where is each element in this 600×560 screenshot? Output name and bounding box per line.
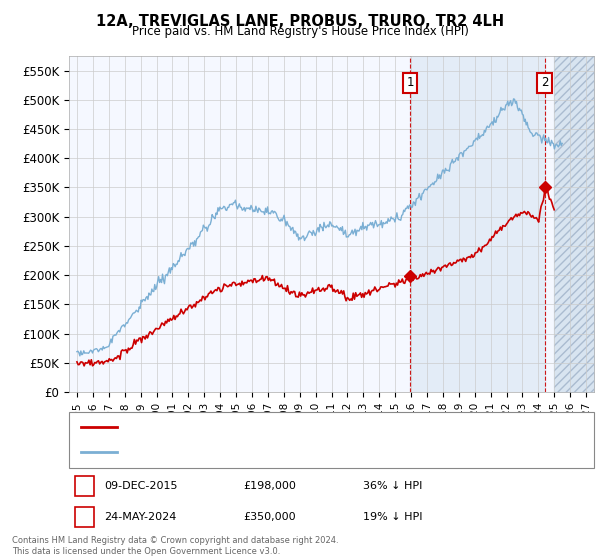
Text: Contains HM Land Registry data © Crown copyright and database right 2024.
This d: Contains HM Land Registry data © Crown c… <box>12 536 338 556</box>
Text: HPI: Average price, detached house, Cornwall: HPI: Average price, detached house, Corn… <box>123 447 361 457</box>
Text: 2: 2 <box>541 76 548 90</box>
Text: Price paid vs. HM Land Registry's House Price Index (HPI): Price paid vs. HM Land Registry's House … <box>131 25 469 38</box>
Text: 12A, TREVIGLAS LANE, PROBUS, TRURO, TR2 4LH: 12A, TREVIGLAS LANE, PROBUS, TRURO, TR2 … <box>96 14 504 29</box>
Text: £350,000: £350,000 <box>243 512 296 521</box>
Text: 24-MAY-2024: 24-MAY-2024 <box>104 512 176 521</box>
Text: 2: 2 <box>81 512 88 521</box>
Text: 1: 1 <box>81 481 88 491</box>
Bar <box>410 56 545 392</box>
Text: £198,000: £198,000 <box>243 481 296 491</box>
Text: 09-DEC-2015: 09-DEC-2015 <box>104 481 178 491</box>
Text: 12A, TREVIGLAS LANE, PROBUS, TRURO, TR2 4LH (detached house): 12A, TREVIGLAS LANE, PROBUS, TRURO, TR2 … <box>123 422 476 432</box>
Text: 19% ↓ HPI: 19% ↓ HPI <box>363 512 422 521</box>
Text: 1: 1 <box>406 76 414 90</box>
Text: 36% ↓ HPI: 36% ↓ HPI <box>363 481 422 491</box>
